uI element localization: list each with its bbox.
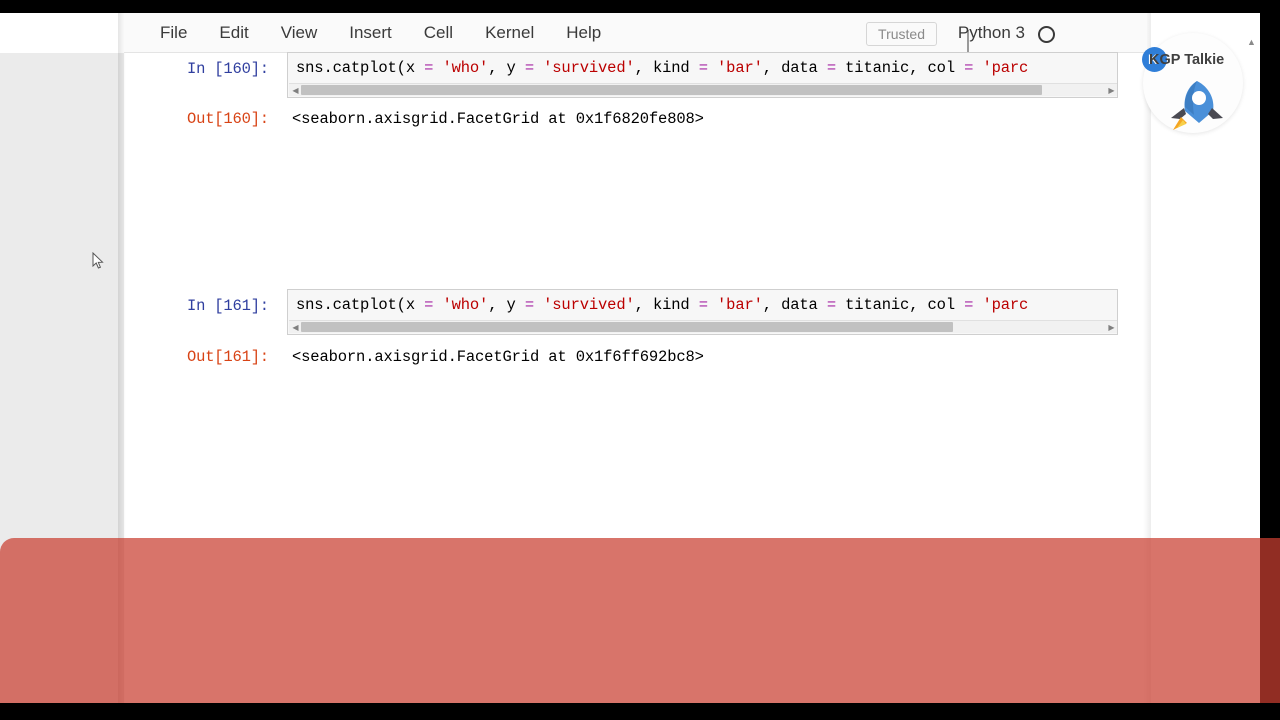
code-token: 'survived' — [543, 59, 635, 77]
code-token: 'who' — [442, 296, 489, 314]
hscroll-left-arrow-icon[interactable]: ◀ — [292, 323, 299, 332]
left-gutter-top — [0, 13, 124, 53]
code-token: = — [964, 296, 974, 314]
left-gutter — [0, 13, 124, 720]
hscroll-right-arrow-icon[interactable]: ▶ — [1108, 323, 1115, 332]
hscroll-right-arrow-icon[interactable]: ▶ — [1108, 86, 1115, 95]
menu-item-kernel[interactable]: Kernel — [485, 23, 535, 42]
code-token: 'parc — [982, 59, 1029, 77]
input-prompt-160: In [160]: — [187, 60, 269, 78]
code-token: = — [826, 296, 836, 314]
menu-item-help[interactable]: Help — [566, 23, 602, 42]
output-repr-160: <seaborn.axisgrid.FacetGrid at 0x1f6820f… — [292, 110, 704, 128]
scrollbar-up-arrow-icon[interactable]: ▲ — [1247, 37, 1256, 47]
code-token: = — [964, 59, 974, 77]
code-token: 'who' — [442, 59, 489, 77]
code-text-160: sns.catplot(x = 'who', y = 'survived', k… — [296, 59, 1028, 77]
code-input-area-160[interactable]: sns.catplot(x = 'who', y = 'survived', k… — [287, 52, 1118, 98]
menu-item-list: File Edit View Insert Cell Kernel Help — [144, 13, 617, 53]
code-token — [708, 59, 717, 77]
hscroll-thumb[interactable] — [301, 85, 1042, 95]
menu-item-insert[interactable]: Insert — [349, 23, 392, 42]
kernel-idle-icon — [1038, 26, 1055, 43]
input-prompt-161: In [161]: — [187, 297, 269, 315]
code-token: titanic, col — [836, 59, 965, 77]
code-token — [534, 59, 543, 77]
output-repr-161: <seaborn.axisgrid.FacetGrid at 0x1f6ff69… — [292, 348, 704, 366]
code-token: , data — [762, 59, 827, 77]
code-token: , y — [488, 296, 525, 314]
logo-badge-letter: K — [1142, 47, 1167, 72]
hscroll-left-arrow-icon[interactable]: ◀ — [292, 86, 299, 95]
code-token: 'survived' — [543, 296, 635, 314]
menu-item-file[interactable]: File — [160, 23, 188, 42]
code-token: = — [698, 296, 708, 314]
code-hscrollbar-161[interactable]: ◀ ▶ — [289, 320, 1117, 333]
menu-bar: File Edit View Insert Cell Kernel Help T… — [124, 13, 1147, 54]
menu-item-view[interactable]: View — [280, 23, 318, 42]
code-token — [708, 296, 717, 314]
code-token: , y — [488, 59, 525, 77]
output-prompt-161: Out[161]: — [187, 348, 269, 366]
hscroll-thumb[interactable] — [301, 322, 954, 332]
code-token: , kind — [634, 296, 699, 314]
code-token: = — [424, 296, 434, 314]
logo-letter: K — [1148, 51, 1159, 67]
code-token: = — [424, 59, 434, 77]
letterbox-bottom — [0, 703, 1280, 720]
code-token: = — [826, 59, 836, 77]
code-hscrollbar-160[interactable]: ◀ ▶ — [289, 83, 1117, 96]
code-token: sns.catplot(x — [296, 296, 425, 314]
rocket-icon — [1171, 81, 1223, 130]
menu-item-edit[interactable]: Edit — [219, 23, 249, 42]
menu-item-cell[interactable]: Cell — [423, 23, 454, 42]
toolbar-divider — [967, 30, 969, 54]
code-token: 'bar' — [717, 296, 763, 314]
code-token: sns.catplot(x — [296, 59, 425, 77]
figure-161 — [293, 383, 1118, 713]
code-text-161: sns.catplot(x = 'who', y = 'survived', k… — [296, 296, 1028, 314]
logo-text: KGP Talkie — [1149, 52, 1225, 68]
code-token: = — [524, 59, 534, 77]
figure-160 — [293, 148, 1118, 260]
code-token: 'parc — [982, 296, 1029, 314]
code-token: = — [524, 296, 534, 314]
letterbox-top — [0, 0, 1280, 13]
output-prompt-160: Out[160]: — [187, 110, 269, 128]
code-input-area-161[interactable]: sns.catplot(x = 'who', y = 'survived', k… — [287, 289, 1118, 335]
code-token — [534, 296, 543, 314]
code-token: , kind — [634, 59, 699, 77]
code-token: titanic, col — [836, 296, 965, 314]
trusted-badge[interactable]: Trusted — [866, 22, 937, 46]
kernel-name-label: Python 3 — [957, 23, 1025, 42]
mouse-cursor — [92, 252, 104, 269]
kgp-talkie-logo: K KGP Talkie — [1142, 33, 1243, 133]
code-token: 'bar' — [717, 59, 763, 77]
code-token: = — [698, 59, 708, 77]
code-token: , data — [762, 296, 827, 314]
